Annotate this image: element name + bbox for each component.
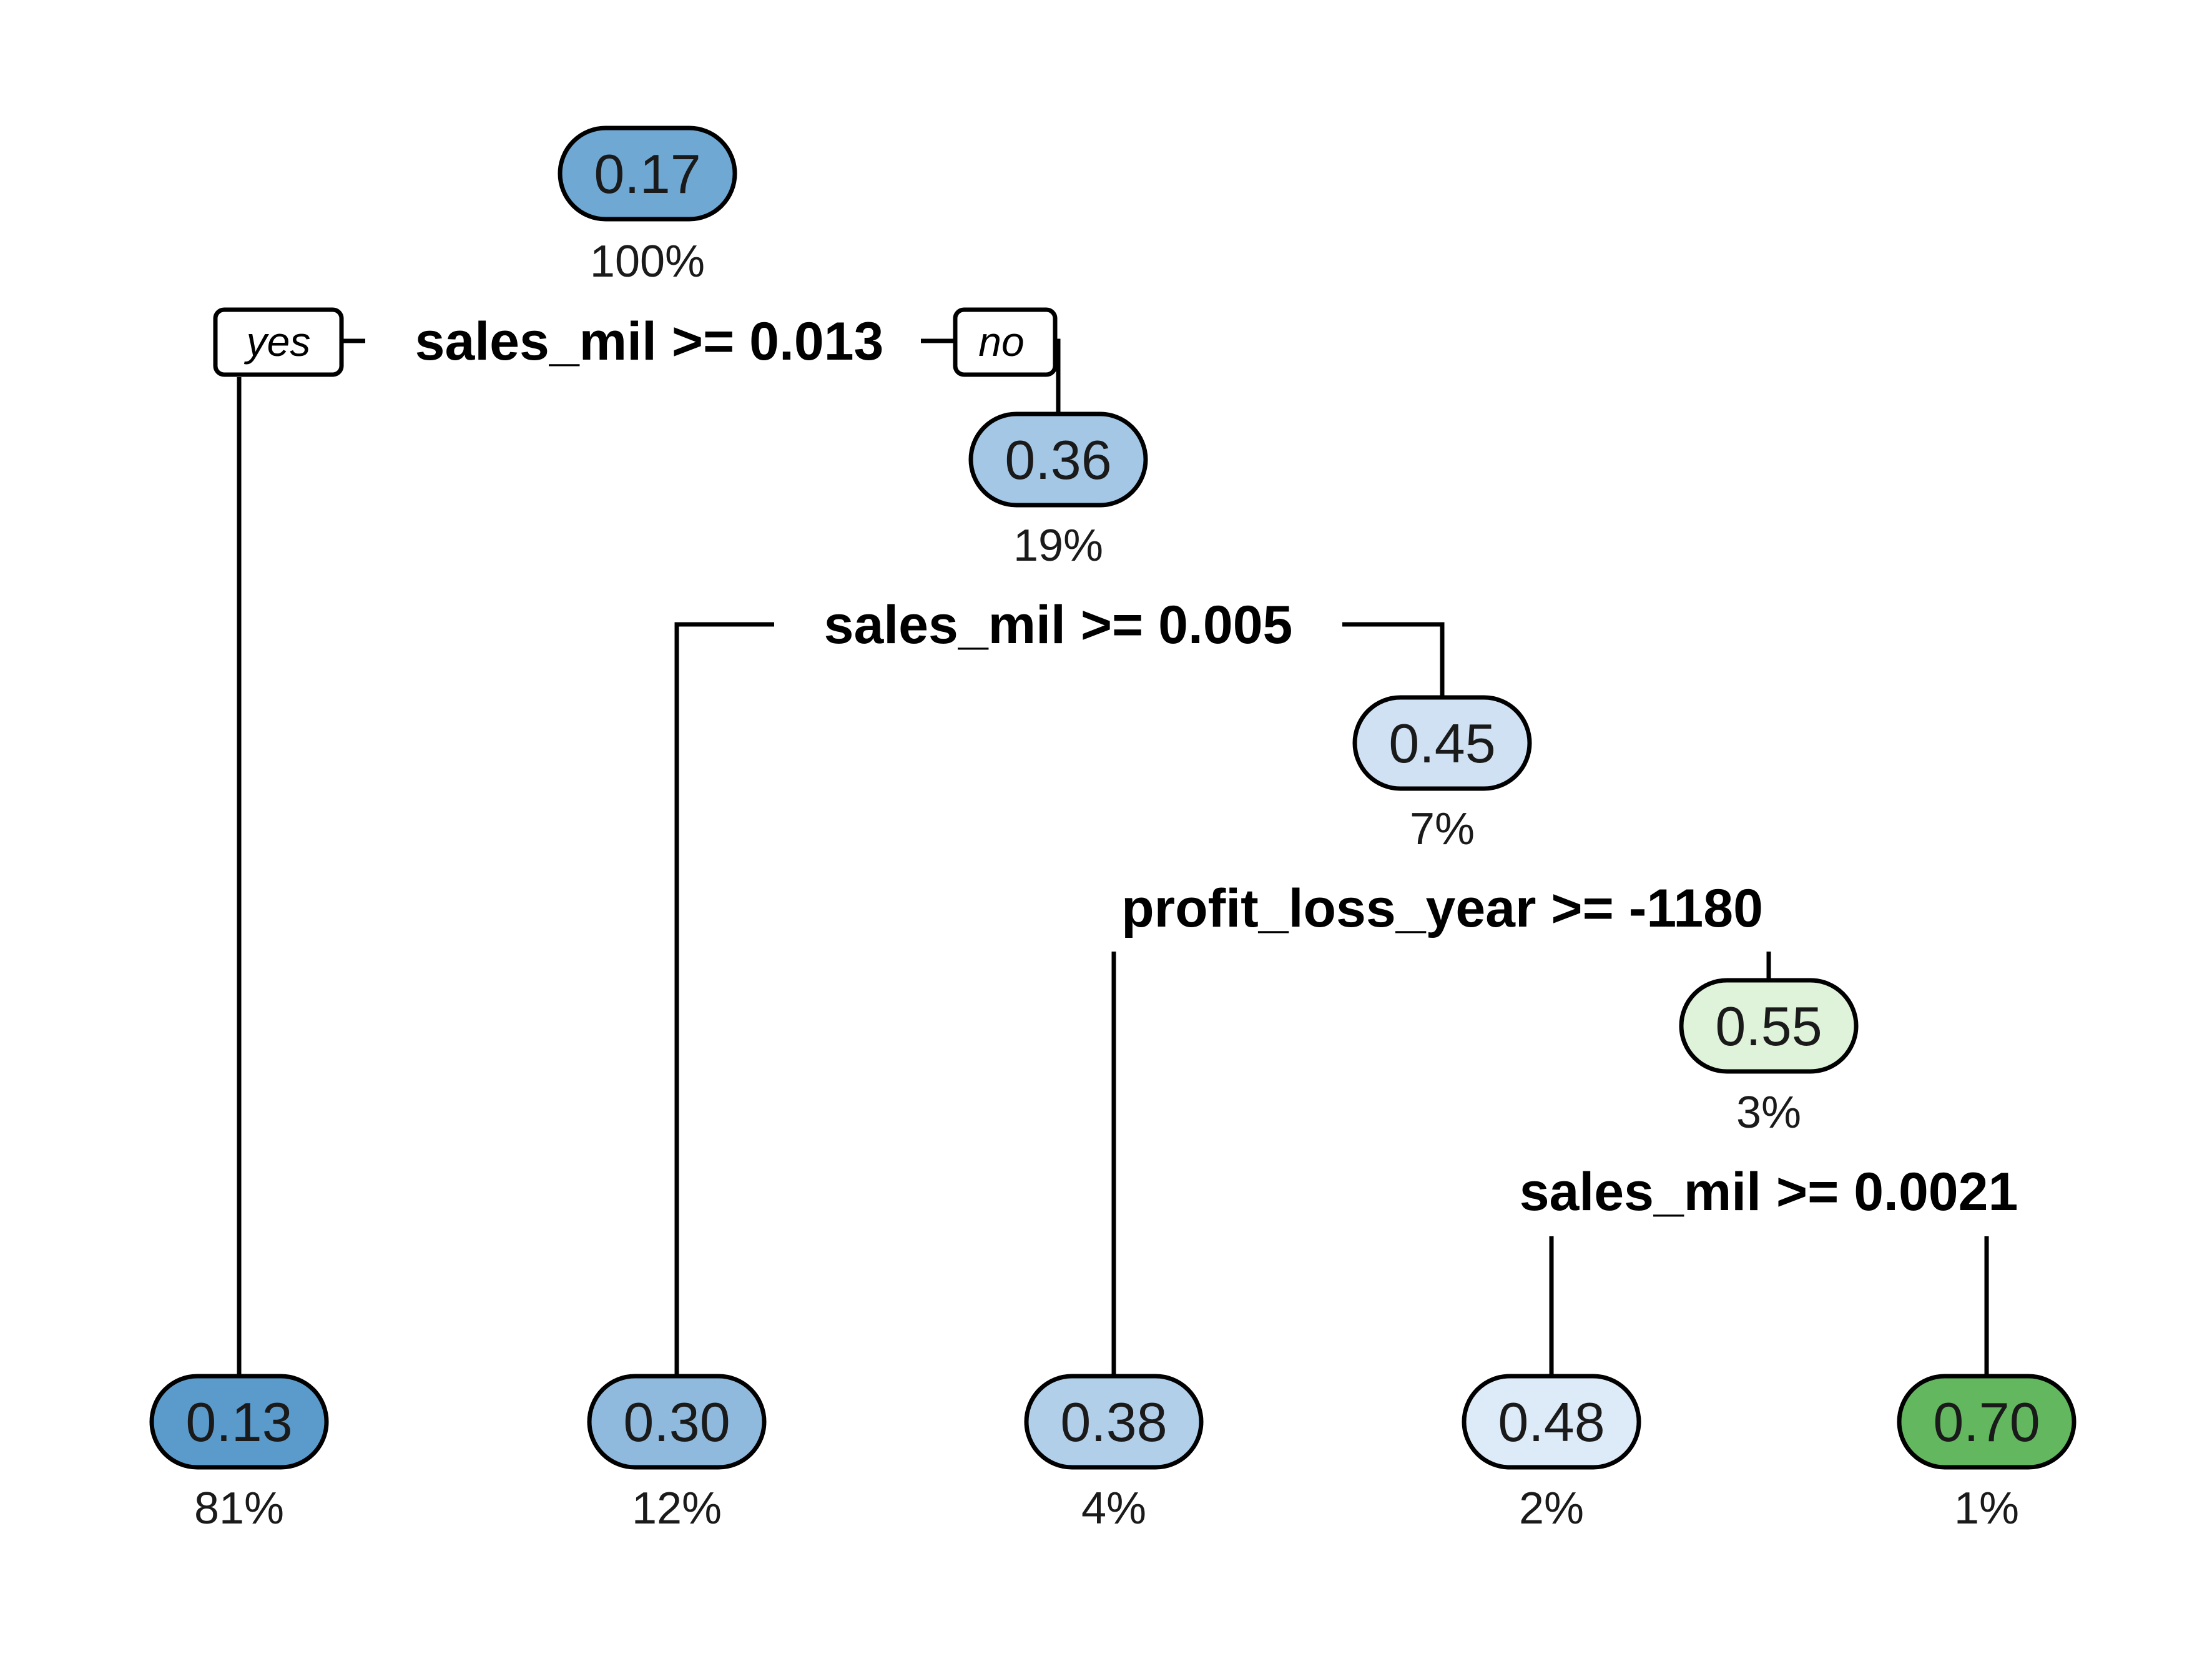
leaf-node-n2: 0.13 81% — [149, 1374, 329, 1533]
node-shape-n30 — [1462, 1374, 1641, 1470]
node-shape-n7 — [1352, 695, 1532, 791]
no-tag-label: no — [978, 318, 1024, 365]
node-value-n31: 0.70 — [1933, 1391, 2040, 1453]
node-value-n6: 0.30 — [623, 1391, 730, 1453]
branch-s3-yes — [674, 622, 774, 1376]
node-shape-root — [558, 126, 737, 222]
node-value-n3: 0.36 — [1005, 429, 1111, 491]
tree-node-n15: 0.55 3% — [1679, 978, 1859, 1138]
node-value-n14: 0.38 — [1060, 1391, 1167, 1453]
node-shape-n15 — [1679, 978, 1859, 1074]
tree-node-root: 0.17 100% — [558, 126, 737, 287]
node-percent-n30: 2% — [1519, 1484, 1584, 1533]
leaf-node-n6: 0.30 12% — [587, 1374, 767, 1533]
node-shape-n31 — [1897, 1374, 2077, 1470]
node-percent-root: 100% — [590, 237, 705, 287]
node-value-n2: 0.13 — [185, 1391, 292, 1453]
node-value-root: 0.17 — [594, 143, 700, 205]
node-percent-n31: 1% — [1954, 1484, 2019, 1533]
yes-tag-label: yes — [244, 318, 311, 365]
split-label-sales-00021: sales_mil >= 0.0021 — [1520, 1162, 2018, 1222]
node-percent-n7: 7% — [1410, 804, 1475, 854]
node-percent-n14: 4% — [1081, 1484, 1146, 1533]
yes-tag: yes — [213, 307, 344, 377]
tree-node-n7: 0.45 7% — [1352, 695, 1532, 854]
node-percent-n3: 19% — [1013, 521, 1103, 571]
no-tag: no — [953, 307, 1058, 377]
node-percent-n2: 81% — [194, 1484, 284, 1533]
branch-s3-no — [1342, 622, 1445, 697]
node-shape-n14 — [1024, 1374, 1204, 1470]
node-value-n15: 0.55 — [1715, 995, 1822, 1057]
tree-node-n3: 0.36 19% — [968, 411, 1148, 571]
leaf-node-n14: 0.38 4% — [1024, 1374, 1204, 1533]
tree-branches — [237, 338, 1989, 1376]
leaf-node-n31: 0.70 1% — [1897, 1374, 2077, 1533]
split-label-sales-0013: sales_mil >= 0.013 — [415, 312, 884, 372]
node-shape-n2 — [149, 1374, 329, 1470]
node-percent-n6: 12% — [632, 1484, 722, 1533]
split-label-sales-0005: sales_mil >= 0.005 — [824, 595, 1293, 655]
node-value-n30: 0.48 — [1498, 1391, 1605, 1453]
leaf-node-n30: 0.48 2% — [1462, 1374, 1641, 1533]
node-shape-n6 — [587, 1374, 767, 1470]
node-shape-n3 — [968, 411, 1148, 508]
node-value-n7: 0.45 — [1389, 712, 1495, 774]
split-label-profit-loss: profit_loss_year >= -1180 — [1121, 879, 1763, 938]
node-percent-n15: 3% — [1736, 1088, 1801, 1138]
